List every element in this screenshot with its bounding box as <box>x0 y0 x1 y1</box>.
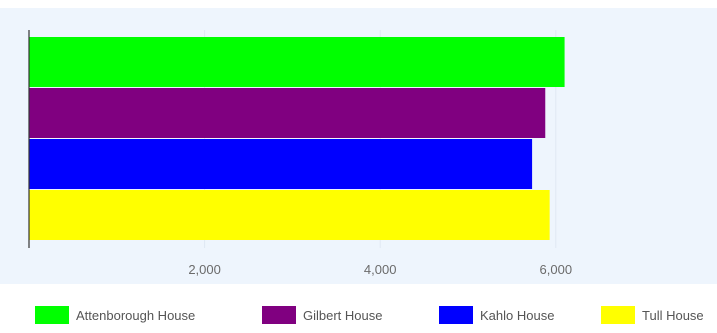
x-tick-labels: 2,000 4,000 6,000 <box>188 262 572 277</box>
legend-swatch-attenborough-house <box>35 306 69 324</box>
legend-swatch-tull-house <box>601 306 635 324</box>
legend-item-attenborough-house: Attenborough House <box>35 306 195 324</box>
legend: Attenborough House Gilbert House Kahlo Hou… <box>35 306 704 324</box>
legend-item-gilbert-house: Gilbert House <box>262 306 382 324</box>
x-tick-label-3: 6,000 <box>540 262 573 277</box>
legend-label-kahlo-house: Kahlo House <box>480 308 554 323</box>
bar-tull-house <box>29 190 550 240</box>
legend-label-attenborough-house: Attenborough House <box>76 308 195 323</box>
bar-attenborough-house <box>29 37 565 87</box>
legend-label-gilbert-house: Gilbert House <box>303 308 382 323</box>
legend-item-tull-house: Tull House <box>601 306 704 324</box>
bars <box>29 37 565 240</box>
legend-swatch-gilbert-house <box>262 306 296 324</box>
legend-item-kahlo-house: Kahlo House <box>439 306 554 324</box>
bar-gilbert-house <box>29 88 546 138</box>
legend-swatch-kahlo-house <box>439 306 473 324</box>
legend-label-tull-house: Tull House <box>642 308 704 323</box>
x-tick-label-2: 4,000 <box>364 262 397 277</box>
x-tick-label-1: 2,000 <box>188 262 221 277</box>
bar-kahlo-house <box>29 139 533 189</box>
